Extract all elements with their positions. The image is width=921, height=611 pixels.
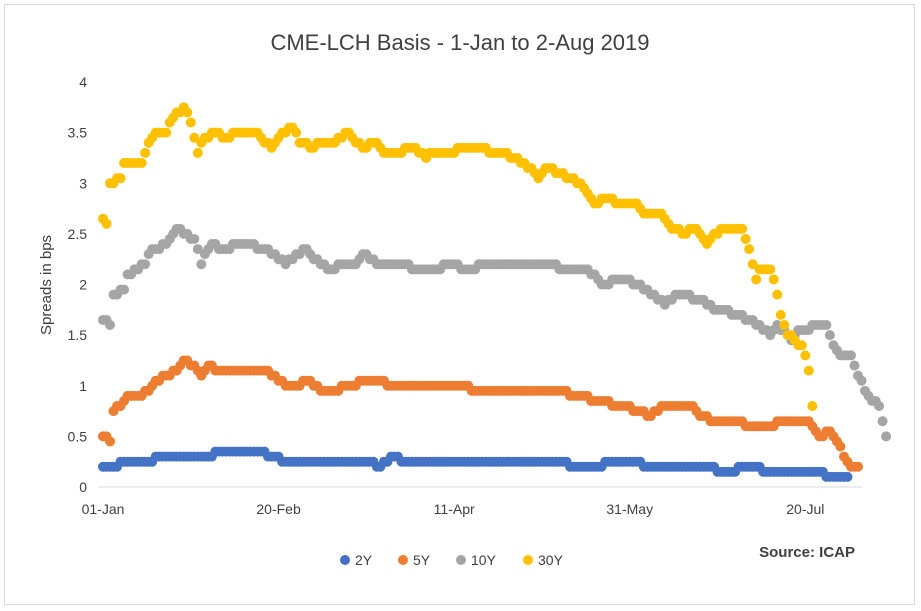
data-point-30y	[136, 158, 147, 168]
y-tick-label: 3	[79, 175, 87, 191]
series-2y	[98, 446, 853, 482]
data-point-30y	[751, 274, 762, 285]
data-point-30y	[800, 350, 811, 361]
series-10y	[98, 223, 892, 442]
x-tick-label: 31-May	[606, 501, 653, 517]
data-point-30y	[192, 147, 203, 158]
source-note: Source: ICAP	[759, 544, 855, 561]
legend-item-2y: 2Y	[340, 552, 373, 568]
data-point-30y	[768, 274, 779, 285]
x-tick-label: 01-Jan	[82, 501, 125, 517]
legend-label: 2Y	[355, 552, 373, 568]
data-point-5y	[853, 461, 863, 472]
data-point-10y	[196, 259, 207, 270]
y-tick-label: 2.5	[68, 226, 88, 242]
data-point-30y	[182, 107, 193, 118]
legend-marker	[398, 555, 408, 565]
data-point-10y	[849, 360, 860, 371]
data-point-30y	[779, 320, 790, 330]
data-point-30y	[189, 132, 200, 143]
legend-label: 5Y	[413, 552, 431, 568]
legend-item-30y: 30Y	[523, 552, 564, 568]
data-point-10y	[877, 416, 888, 427]
data-point-30y	[161, 127, 172, 138]
plot-area	[98, 102, 892, 482]
y-tick-labels: 0 0.5 1 1.5 2 2.5 3 3.5 4	[68, 74, 88, 495]
legend: 2Y 5Y 10Y 30Y	[340, 552, 564, 568]
data-point-30y	[765, 264, 776, 275]
data-point-10y	[105, 320, 116, 330]
data-point-30y	[747, 259, 758, 270]
y-tick-label: 1	[79, 378, 87, 394]
data-point-30y	[775, 309, 786, 320]
data-point-30y	[185, 117, 196, 128]
legend-item-5y: 5Y	[398, 552, 431, 568]
x-tick-label: 11-Apr	[434, 501, 475, 517]
legend-marker	[523, 555, 533, 565]
data-point-30y	[807, 401, 818, 411]
y-tick-label: 2	[79, 277, 87, 293]
data-point-10y	[119, 284, 130, 295]
data-point-10y	[881, 431, 892, 442]
x-tick-labels: 01-Jan 20-Feb 11-Apr 31-May 20-Jul	[82, 501, 825, 517]
chart-title: CME-LCH Basis - 1-Jan to 2-Aug 2019	[270, 30, 649, 55]
series-5y	[98, 355, 863, 472]
data-point-30y	[744, 244, 755, 255]
legend-marker	[340, 555, 350, 565]
data-point-10y	[821, 320, 832, 330]
y-tick-label: 1.5	[68, 327, 88, 343]
data-point-30y	[291, 127, 302, 138]
data-point-10y	[874, 401, 885, 411]
data-point-30y	[140, 147, 151, 158]
legend-item-10y: 10Y	[456, 552, 497, 568]
y-tick-label: 4	[79, 74, 87, 90]
data-point-2y	[842, 471, 853, 482]
y-tick-label: 0	[79, 479, 87, 495]
data-point-10y	[192, 244, 203, 255]
series-30y	[98, 102, 818, 411]
x-tick-label: 20-Jul	[786, 501, 824, 517]
data-point-30y	[803, 365, 814, 376]
data-point-30y	[772, 289, 783, 300]
y-tick-label: 3.5	[68, 125, 88, 141]
legend-label: 30Y	[538, 552, 564, 568]
data-point-10y	[189, 233, 200, 244]
data-point-10y	[856, 375, 867, 386]
legend-label: 10Y	[471, 552, 497, 568]
data-point-30y	[101, 218, 112, 229]
x-tick-label: 20-Feb	[256, 501, 301, 517]
y-tick-label: 0.5	[68, 428, 88, 444]
data-point-30y	[115, 173, 126, 184]
data-point-10y	[140, 259, 151, 270]
y-axis-label: Spreads in bps	[38, 235, 55, 335]
chart-frame	[4, 4, 915, 605]
data-point-5y	[105, 436, 116, 447]
data-point-10y	[824, 330, 835, 341]
data-point-30y	[737, 223, 748, 234]
data-point-30y	[740, 233, 751, 244]
data-point-10y	[845, 350, 856, 361]
data-point-5y	[835, 441, 846, 452]
legend-marker	[456, 555, 466, 565]
data-point-30y	[796, 340, 807, 351]
